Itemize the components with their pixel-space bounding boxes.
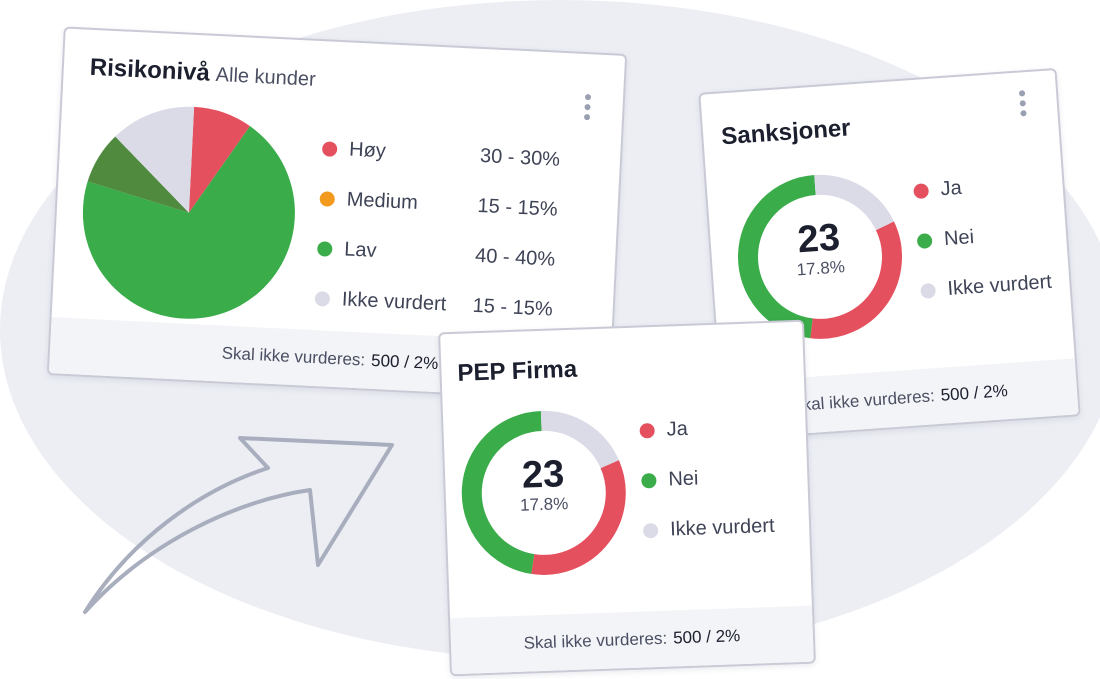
legend-dot (920, 282, 937, 299)
legend-item: Medium (319, 187, 418, 215)
legend-label: Nei (943, 226, 975, 251)
legend-label: Nei (667, 467, 699, 491)
footer-label: Skal ikke vurderes: (790, 386, 936, 416)
menu-button[interactable] (583, 93, 592, 124)
legend-value: 30 - 30% (479, 144, 561, 171)
donut-chart (738, 174, 902, 339)
footer-label: Skal ikke vurderes: (221, 343, 366, 370)
donut-segment (810, 221, 902, 339)
percent: 17.8% (519, 494, 569, 515)
legend-label: Ikke vurdert (946, 270, 1053, 301)
legend-item: Ikke vurdert (920, 271, 1053, 303)
legend-dot (641, 472, 657, 489)
legend-label: Ja (666, 417, 689, 441)
pie-slice (115, 106, 195, 213)
legend-dot (314, 291, 331, 307)
legend-value: 40 - 40% (474, 244, 556, 271)
legend-dot (316, 241, 333, 257)
count: 23 (521, 453, 566, 497)
legend-dot (913, 183, 930, 200)
pie-chart (82, 106, 295, 319)
legend-item: Nei (641, 468, 699, 493)
card-title: PEP Firma (457, 355, 578, 387)
footer-value: 500 / 2% (370, 350, 439, 374)
legend-label: Ikke vurdert (669, 514, 775, 541)
legend-item: Ja (913, 177, 963, 203)
legend-dot (916, 233, 933, 250)
title-text: Risikonivå (89, 53, 211, 87)
donut-segment (738, 175, 816, 339)
legend-dot (639, 422, 655, 439)
pie-slice (87, 136, 189, 213)
legend-label: Høy (348, 138, 387, 163)
legend-value: 15 - 15% (472, 294, 554, 321)
donut-segment (461, 410, 542, 574)
sanctions-card: Sanksjoner 23 17.8% Ja Nei Ikke vurdert Ska… (698, 67, 1081, 442)
legend-label: Ja (939, 176, 963, 201)
donut-center: 23 17.8% (482, 453, 604, 517)
legend-item: Ikke vurdert (642, 514, 775, 543)
arrow (83, 436, 394, 614)
pep-card: PEP Firma 23 17.8% Ja Nei Ikke vurdert Skal… (438, 319, 816, 677)
pie-slice (82, 126, 295, 319)
legend-dot (319, 191, 336, 207)
footer-label: Skal ikke vurderes: (523, 628, 668, 653)
legend-dot (321, 141, 338, 157)
subtitle: Alle kunder (215, 63, 317, 91)
donut-segment (540, 410, 619, 469)
legend-item: Ja (639, 418, 688, 443)
footer-value: 500 / 2% (940, 381, 1009, 405)
pie-slice (188, 106, 251, 213)
donut-chart (461, 410, 626, 575)
legend-item: Ikke vurdert (314, 287, 447, 316)
legend-value: 15 - 15% (477, 194, 559, 221)
donut-segment (814, 174, 894, 231)
legend-item: Lav (316, 237, 378, 263)
legend-label: Medium (346, 188, 419, 214)
legend-dot (642, 522, 659, 539)
donut-segment (531, 460, 626, 575)
card-title: Risikonivå Alle kunder (89, 54, 316, 93)
footer: Skal ikke vurderes: 500 / 2% (450, 605, 814, 675)
card-title: Sanksjoner (720, 114, 852, 151)
legend-label: Ikke vurdert (341, 288, 447, 316)
donut-center: 23 17.8% (757, 215, 881, 283)
footer-value: 500 / 2% (672, 626, 741, 648)
legend-item: Nei (916, 226, 975, 253)
legend-item: Høy (321, 137, 387, 163)
risk-card: Risikonivå Alle kunder Høy 30 - 30% Medium 1… (46, 26, 628, 403)
legend-label: Lav (343, 238, 378, 262)
menu-button[interactable] (1018, 90, 1027, 120)
